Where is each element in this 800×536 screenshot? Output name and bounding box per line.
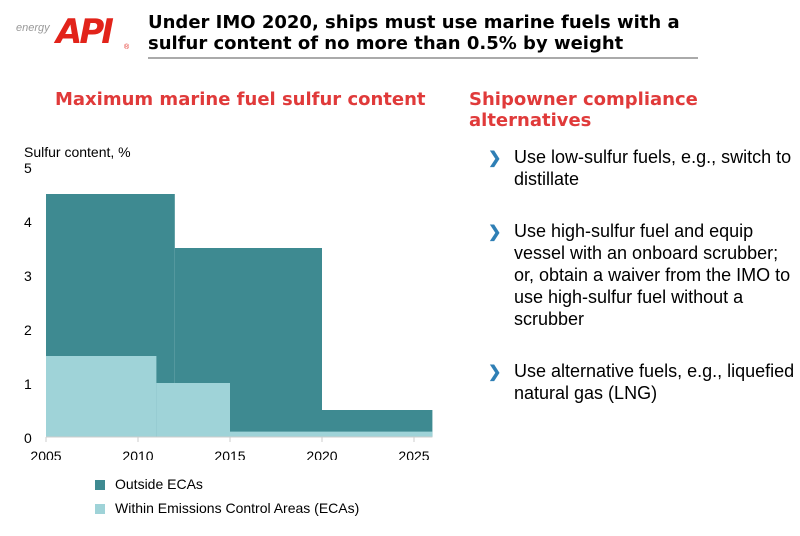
logo-tagline: energy [16, 22, 50, 34]
legend-outside: Outside ECAs [95, 476, 203, 492]
y-tick-label: 4 [24, 214, 32, 230]
list-item: ❯ Use high-sulfur fuel and equip vessel w… [488, 220, 798, 330]
chevron-right-icon: ❯ [488, 150, 502, 167]
area-step-within [230, 431, 433, 437]
alternatives-list: ❯ Use low-sulfur fuels, e.g., switch to d… [488, 146, 798, 434]
chevron-right-icon: ❯ [488, 224, 502, 241]
legend-swatch-within [95, 504, 105, 515]
x-tick-label: 2010 [122, 448, 153, 460]
y-tick-label: 2 [24, 322, 32, 338]
x-tick-label: 2005 [30, 448, 61, 460]
list-item: ❯ Use low-sulfur fuels, e.g., switch to d… [488, 146, 798, 190]
legend-within: Within Emissions Control Areas (ECAs) [95, 500, 359, 516]
alternatives-heading: Shipowner compliance alternatives [469, 89, 698, 131]
api-logo: energy API ® [16, 12, 136, 58]
y-tick-label: 5 [24, 160, 32, 176]
x-tick-label: 2015 [214, 448, 245, 460]
area-step-within [156, 383, 230, 437]
slide-title: Under IMO 2020, ships must use marine fu… [148, 12, 680, 54]
bullet-text: Use alternative fuels, e.g., liquefied n… [514, 361, 795, 403]
chart-heading: Maximum marine fuel sulfur content [55, 89, 426, 110]
y-tick-label: 1 [24, 376, 32, 392]
list-item: ❯ Use alternative fuels, e.g., liquefied … [488, 360, 798, 404]
registered-icon: ® [124, 44, 130, 51]
y-tick-label: 3 [24, 268, 32, 284]
legend-swatch-outside [95, 480, 105, 491]
x-tick-label: 2020 [306, 448, 337, 460]
chevron-right-icon: ❯ [488, 364, 502, 381]
legend-label: Outside ECAs [115, 476, 203, 492]
bullet-text: Use high-sulfur fuel and equip vessel wi… [514, 221, 791, 329]
y-axis-label: Sulfur content, % [24, 144, 131, 160]
legend-label: Within Emissions Control Areas (ECAs) [115, 500, 360, 516]
sulfur-chart: Sulfur content, % 0 1 2 3 4 5 2005 2010 2015 2020 2… [24, 144, 433, 460]
y-tick-label: 0 [24, 430, 32, 446]
x-tick-label: 2025 [398, 448, 429, 460]
title-divider [148, 57, 698, 59]
area-step-within [46, 356, 157, 437]
bullet-text: Use low-sulfur fuels, e.g., switch to di… [514, 147, 792, 189]
logo-text: API [56, 12, 114, 52]
